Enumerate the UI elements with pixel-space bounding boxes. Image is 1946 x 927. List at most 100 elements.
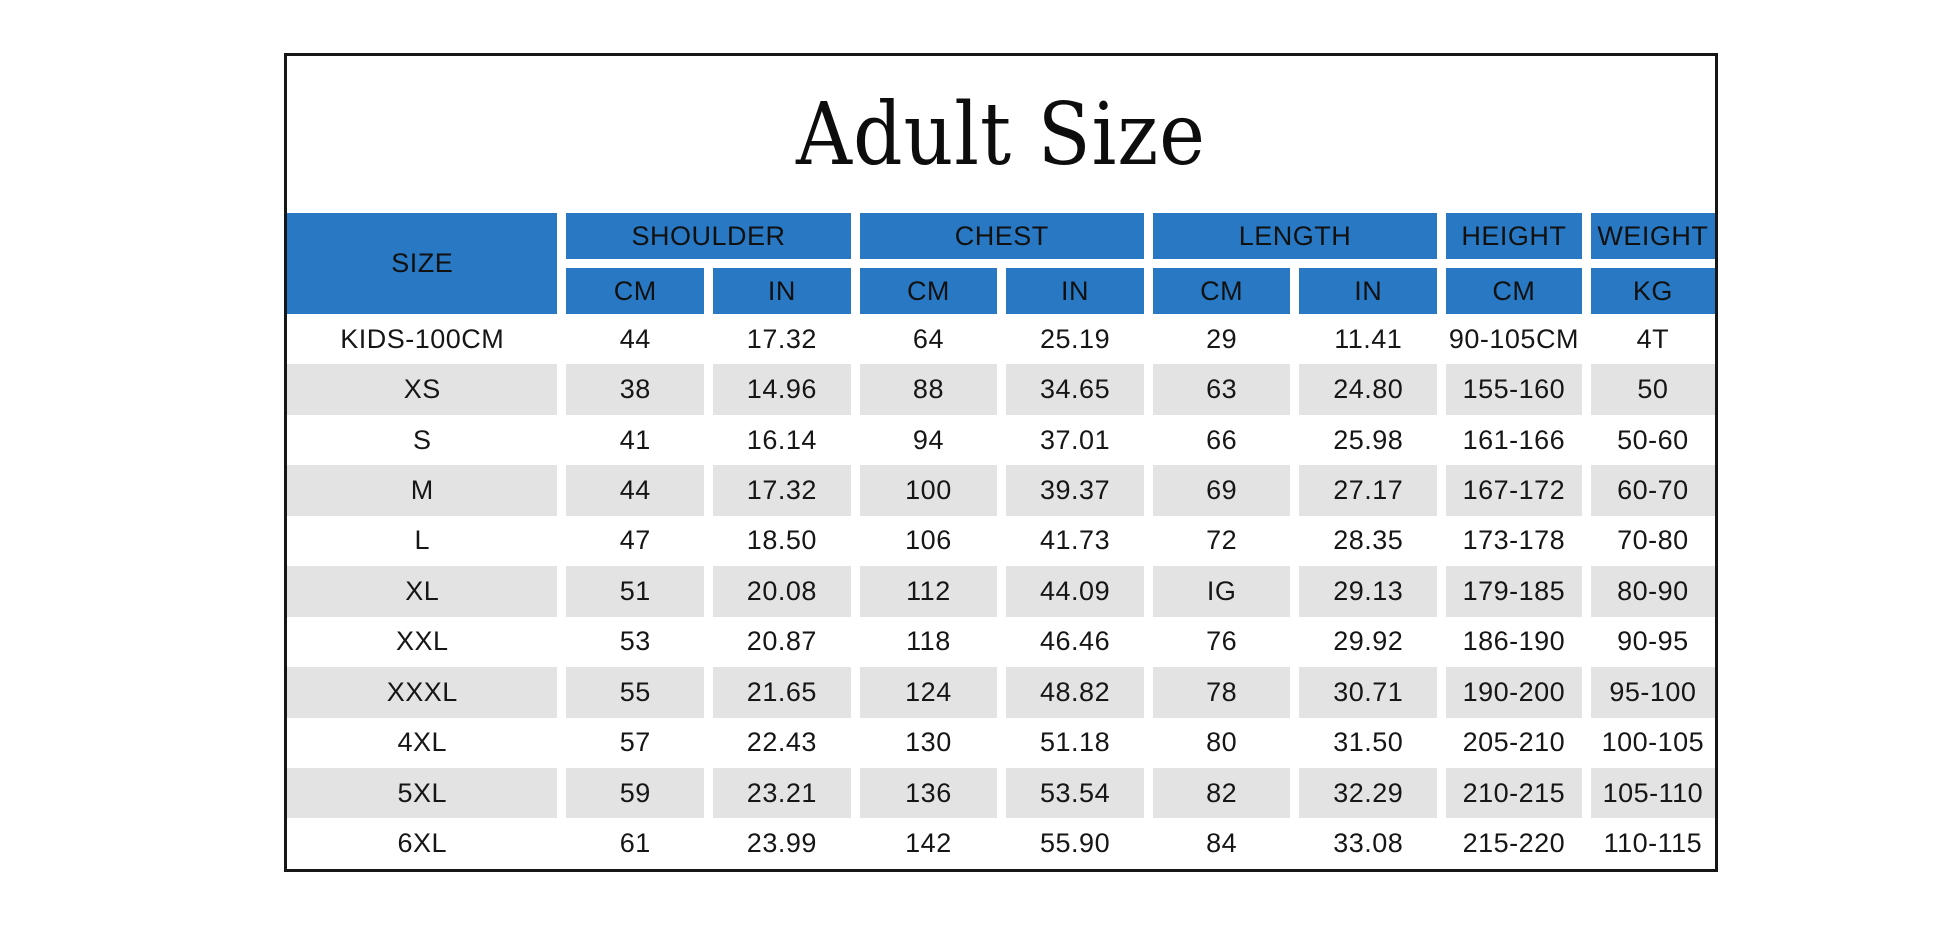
value-cell: 100 — [859, 465, 998, 516]
size-cell: XS — [287, 364, 558, 415]
value-cell: 46.46 — [1040, 626, 1111, 657]
header-unit-height-cm: CM — [1446, 268, 1582, 314]
value-cell: 72 — [1206, 525, 1238, 556]
header-unit-weight-kg: KG — [1590, 268, 1715, 314]
value-cell: 59 — [566, 767, 705, 819]
value-cell: 17.32 — [746, 323, 817, 354]
value-cell: 205-210 — [1462, 727, 1566, 758]
value-cell: 167-172 — [1446, 465, 1582, 516]
value-cell: 25.98 — [1333, 424, 1404, 455]
size-cell: 6XL — [397, 828, 447, 859]
header-group-chest: CHEST — [859, 213, 1144, 259]
table-row: 6XL 61 23.99 142 55.90 84 33.08 215-220 110-115 — [287, 818, 1715, 868]
value-cell: 18.50 — [746, 525, 817, 556]
table-row: L 47 18.50 106 41.73 72 28.35 173-178 70-80 — [287, 516, 1715, 566]
value-cell: 124 — [859, 667, 998, 718]
value-cell: 27.17 — [1299, 465, 1438, 516]
table-row: XS 38 14.96 88 34.65 63 24.80 155-160 50 — [287, 364, 1715, 415]
value-cell: 110-115 — [1603, 828, 1703, 859]
size-cell: XXXL — [287, 667, 558, 718]
size-cell: S — [412, 424, 432, 455]
size-cell: XXL — [395, 626, 449, 657]
value-cell: 112 — [859, 566, 998, 617]
header-group-weight: WEIGHT — [1590, 213, 1715, 259]
value-cell: 179-185 — [1446, 566, 1582, 617]
header-group-height: HEIGHT — [1446, 213, 1582, 259]
value-cell: 50-60 — [1617, 424, 1689, 455]
table-body: KIDS-100CM 44 17.32 64 25.19 29 11.41 90-105CM 4… — [287, 314, 1715, 869]
header-unit-length-cm: CM — [1152, 268, 1291, 314]
value-cell: 53.54 — [1006, 767, 1144, 819]
size-cell: XL — [287, 566, 558, 617]
value-cell: 37.01 — [1040, 424, 1111, 455]
value-cell: 69 — [1152, 465, 1291, 516]
value-cell: 44 — [566, 465, 705, 516]
value-cell: 24.80 — [1299, 364, 1438, 415]
value-cell: 90-95 — [1617, 626, 1689, 657]
value-cell: 76 — [1206, 626, 1238, 657]
size-cell: KIDS-100CM — [340, 323, 505, 354]
value-cell: 28.35 — [1333, 525, 1404, 556]
value-cell: 142 — [905, 828, 952, 859]
value-cell: 31.50 — [1333, 727, 1404, 758]
value-cell: 155-160 — [1446, 364, 1582, 415]
size-cell: 5XL — [287, 767, 558, 819]
value-cell: 55.90 — [1040, 828, 1111, 859]
table-row: 5XL 59 23.21 136 53.54 82 32.29 210-215 105-110 — [287, 767, 1715, 819]
value-cell: 47 — [619, 525, 651, 556]
value-cell: 11.41 — [1334, 323, 1403, 354]
value-cell: 32.29 — [1299, 767, 1438, 819]
table-row: 4XL 57 22.43 130 51.18 80 31.50 205-210 100-105 — [287, 718, 1715, 768]
value-cell: 41 — [619, 424, 651, 455]
value-cell: IG — [1152, 566, 1291, 617]
table-row: S 41 16.14 94 37.01 66 25.98 161-166 50-60 — [287, 415, 1715, 465]
value-cell: 55 — [566, 667, 705, 718]
value-cell: 130 — [905, 727, 952, 758]
value-cell: 60-70 — [1590, 465, 1715, 516]
header-unit-chest-in: IN — [1006, 268, 1144, 314]
value-cell: 21.65 — [713, 667, 851, 718]
value-cell: 57 — [619, 727, 651, 758]
value-cell: 29 — [1206, 323, 1238, 354]
value-cell: 4T — [1636, 323, 1670, 354]
value-cell: 23.21 — [713, 767, 851, 819]
value-cell: 78 — [1152, 667, 1291, 718]
value-cell: 215-220 — [1462, 828, 1566, 859]
value-cell: 173-178 — [1462, 525, 1566, 556]
value-cell: 63 — [1152, 364, 1291, 415]
value-cell: 100-105 — [1601, 727, 1705, 758]
value-cell: 50 — [1590, 364, 1715, 415]
value-cell: 38 — [566, 364, 705, 415]
size-cell: 4XL — [397, 727, 447, 758]
value-cell: 17.32 — [713, 465, 851, 516]
value-cell: 44.09 — [1006, 566, 1144, 617]
value-cell: 95-100 — [1590, 667, 1715, 718]
value-cell: 51.18 — [1040, 727, 1111, 758]
value-cell: 161-166 — [1462, 424, 1566, 455]
value-cell: 64 — [912, 323, 944, 354]
value-cell: 29.13 — [1299, 566, 1438, 617]
value-cell: 25.19 — [1040, 323, 1111, 354]
header-group-shoulder: SHOULDER — [566, 213, 851, 259]
value-cell: 23.99 — [746, 828, 817, 859]
value-cell: 20.87 — [746, 626, 817, 657]
value-cell: 48.82 — [1006, 667, 1144, 718]
table-row: XL 51 20.08 112 44.09 IG 29.13 179-185 80-90 — [287, 566, 1715, 617]
value-cell: 70-80 — [1617, 525, 1689, 556]
value-cell: 90-105CM — [1448, 323, 1579, 354]
header-size: SIZE — [287, 213, 558, 314]
table-row: XXXL 55 21.65 124 48.82 78 30.71 190-200 95-100 — [287, 667, 1715, 718]
value-cell: 80 — [1206, 727, 1238, 758]
value-cell: 30.71 — [1299, 667, 1438, 718]
header-unit-length-in: IN — [1299, 268, 1438, 314]
value-cell: 210-215 — [1446, 767, 1582, 819]
value-cell: 53 — [619, 626, 651, 657]
table-header: SIZE SHOULDER CHEST LENGTH HEIGHT WEIGHT… — [287, 213, 1715, 314]
value-cell: 51 — [566, 566, 705, 617]
size-chart-table: Adult Size SIZE SHOULDER CHEST LENGTH HE… — [284, 53, 1718, 872]
value-cell: 106 — [905, 525, 952, 556]
value-cell: 16.14 — [746, 424, 817, 455]
chart-title: Adult Size — [796, 84, 1206, 185]
table-row: KIDS-100CM 44 17.32 64 25.19 29 11.41 90-105CM 4… — [287, 314, 1715, 364]
value-cell: 190-200 — [1446, 667, 1582, 718]
